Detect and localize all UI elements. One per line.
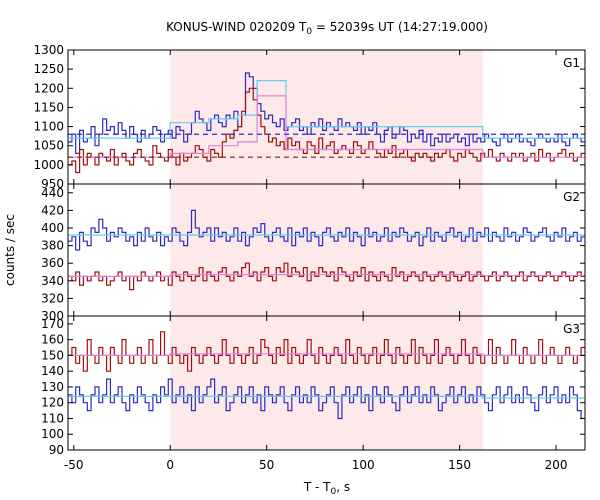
chart-title: KONUS-WIND 020209 T0 = 52039s UT (14:27:… <box>166 20 488 37</box>
x-tick-label: 150 <box>448 458 471 472</box>
y-tick-label: 440 <box>41 186 64 200</box>
y-tick-label: 380 <box>41 239 64 253</box>
panel-g2: 300 320 340 360 380 400 420 440 G2 <box>41 183 586 323</box>
shaded-interval <box>170 316 483 450</box>
fit-fit_red-line <box>68 95 585 158</box>
panels-group: 9501000105011001150120012501300G13003203… <box>33 43 586 457</box>
y-tick-label: 300 <box>41 309 64 323</box>
y-tick-label: 950 <box>41 177 64 191</box>
y-tick-label: 110 <box>41 411 64 425</box>
y-tick-label: 1050 <box>33 139 64 153</box>
x-tick-label: 0 <box>166 458 174 472</box>
shaded-interval <box>170 50 483 184</box>
title-post: = 52039s UT (14:27:19.000) <box>312 20 488 34</box>
title-sub: 0 <box>306 27 312 37</box>
y-tick-label: 1000 <box>33 158 64 172</box>
y-axis-label: counts / sec <box>3 214 17 286</box>
y-tick-label: 130 <box>41 380 64 394</box>
y-tick-label: 100 <box>41 427 64 441</box>
y-tick-label: 400 <box>41 221 64 235</box>
y-tick-label: 360 <box>41 256 64 270</box>
panel-label: G2 <box>563 190 580 204</box>
y-tick-label: 1100 <box>33 120 64 134</box>
y-tick-label: 150 <box>41 348 64 362</box>
y-tick-label: 420 <box>41 203 64 217</box>
y-tick-label: 160 <box>41 333 64 347</box>
xlabel-post: , s <box>336 480 350 494</box>
title-pre: KONUS-WIND 020209 T <box>166 20 307 34</box>
series-red-line <box>68 87 585 174</box>
x-tick-label: -50 <box>64 458 84 472</box>
y-tick-label: 120 <box>41 396 64 410</box>
x-axis: -50 0 50 100 150 200 <box>64 458 568 472</box>
x-tick-label: 100 <box>352 458 375 472</box>
y-tick-label: 1200 <box>33 81 64 95</box>
fit-fit_red-line <box>68 274 585 277</box>
xlabel-sub: 0 <box>331 487 337 497</box>
y-tick-label: 140 <box>41 364 64 378</box>
y-tick-label: 320 <box>41 291 64 305</box>
panel-label: G1 <box>563 56 580 70</box>
y-tick-label: 170 <box>41 317 64 331</box>
y-tick-label: 1300 <box>33 43 64 57</box>
y-tick-label: 340 <box>41 274 64 288</box>
y-tick-label: 1150 <box>33 100 64 114</box>
xlabel-pre: T - T <box>303 480 331 494</box>
y-tick-label: 1250 <box>33 62 64 76</box>
series-red-line <box>68 331 585 372</box>
x-tick-label: 200 <box>545 458 568 472</box>
y-tick-label: 90 <box>49 443 64 457</box>
fit-fit_blue-line <box>68 395 585 399</box>
panel-g1: 950 1000 1050 1100 1150 1200 1250 1300 G1 <box>33 43 586 191</box>
x-tick-label: 50 <box>259 458 274 472</box>
series-blue-line <box>68 378 585 420</box>
panel-label: G3 <box>563 322 580 336</box>
panel-frame <box>67 315 586 451</box>
x-axis-label: T - T0, s <box>303 480 350 497</box>
fit-fit_red-line <box>68 353 585 356</box>
series-blue-line <box>68 209 585 251</box>
shaded-interval <box>170 184 483 316</box>
